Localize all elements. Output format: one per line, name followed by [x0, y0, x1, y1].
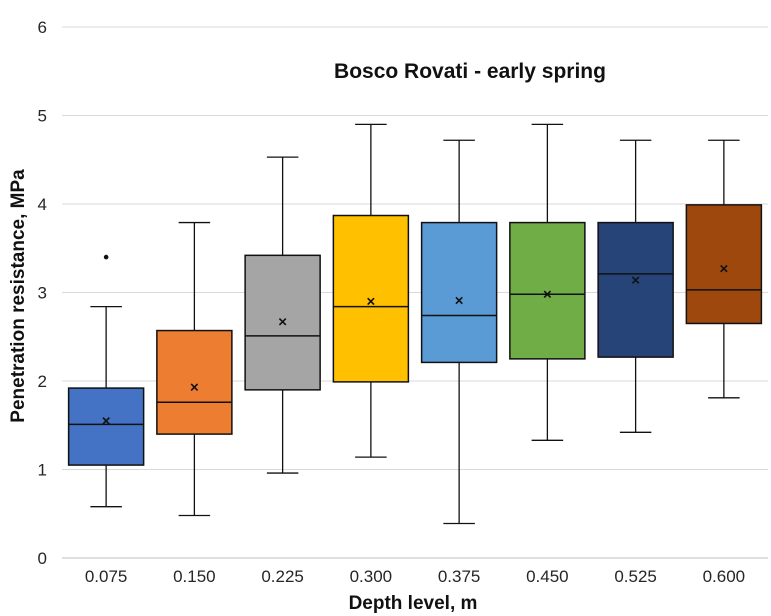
box-0.525 — [597, 139, 674, 433]
y-axis-label: Penetration resistance, MPa — [8, 169, 29, 423]
box-body — [685, 204, 763, 325]
box-body — [420, 221, 498, 364]
x-tick-label: 0.600 — [703, 567, 746, 586]
x-tick-label: 0.075 — [85, 567, 128, 586]
box-0.375 — [420, 139, 498, 525]
box-body — [156, 329, 233, 435]
box-body — [332, 214, 410, 383]
box-body — [597, 221, 674, 358]
y-tick-label: 1 — [38, 461, 47, 480]
box-series — [67, 123, 763, 525]
box-0.075 — [67, 254, 145, 508]
mean-marker — [455, 296, 463, 305]
x-tick-label: 0.525 — [614, 567, 657, 586]
x-tick-label: 0.300 — [350, 567, 393, 586]
box-0.600 — [685, 139, 763, 399]
mean-marker — [367, 297, 375, 306]
mean-marker — [720, 264, 728, 273]
mean-marker — [278, 317, 287, 326]
x-tick-label: 0.375 — [438, 567, 481, 586]
y-tick-label: 6 — [38, 18, 47, 37]
mean-marker — [543, 290, 552, 299]
x-axis-ticks: 0.075 0.150 0.225 0.300 0.375 0.450 0.525 0.600 — [85, 567, 745, 586]
y-tick-label: 0 — [38, 549, 47, 568]
y-axis-ticks: 0 1 2 3 4 5 6 — [38, 18, 47, 568]
x-axis-label: Depth level, m — [349, 593, 478, 614]
outlier-point — [103, 254, 109, 260]
x-tick-label: 0.150 — [173, 567, 216, 586]
mean-marker — [102, 417, 110, 425]
box-0.150 — [156, 221, 233, 517]
x-tick-label: 0.225 — [261, 567, 304, 586]
x-tick-label: 0.450 — [526, 567, 569, 586]
box-0.450 — [509, 123, 586, 441]
box-0.300 — [332, 123, 410, 458]
chart-title: Bosco Rovati - early spring — [334, 60, 606, 83]
box-0.225 — [244, 156, 321, 474]
y-tick-label: 4 — [38, 195, 47, 214]
box-body — [67, 387, 145, 466]
box-body — [509, 221, 586, 360]
y-tick-label: 2 — [38, 372, 47, 391]
mean-marker — [631, 276, 640, 284]
y-tick-label: 3 — [38, 284, 47, 303]
y-tick-label: 5 — [38, 107, 47, 126]
mean-marker — [190, 383, 199, 391]
